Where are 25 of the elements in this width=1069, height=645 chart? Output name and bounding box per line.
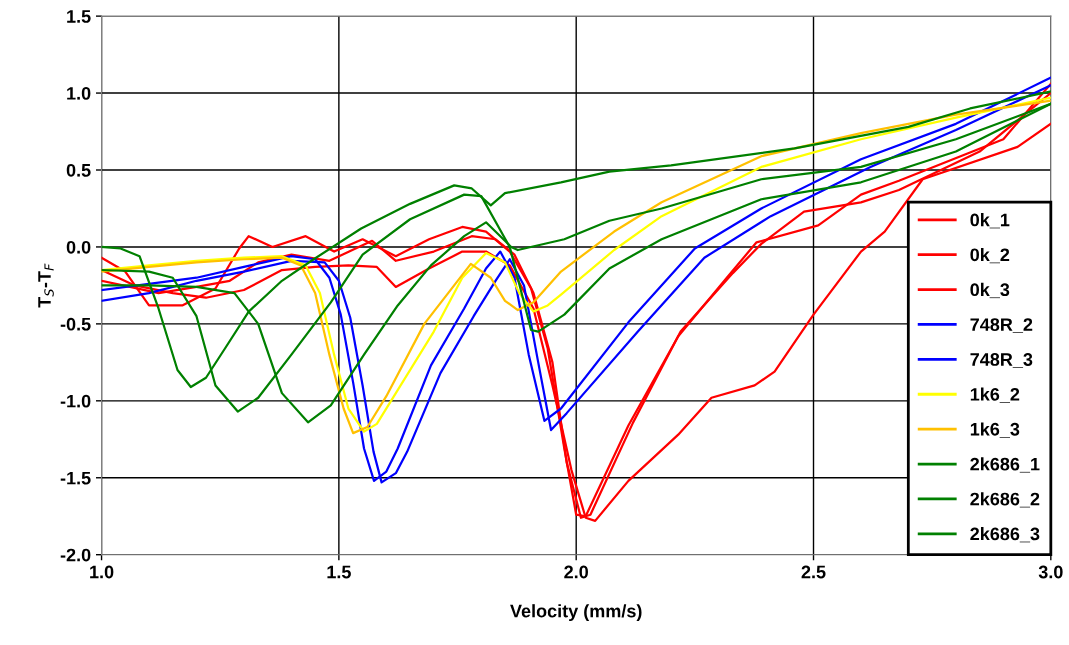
legend-label: 748R_3 — [970, 353, 1033, 368]
y-tick-label: -1.0 — [60, 394, 91, 408]
y-tick-label: -2.0 — [60, 548, 91, 562]
y-tick-label: -1.5 — [60, 471, 91, 485]
x-axis-title: Velocity (mm/s) — [510, 604, 642, 621]
x-tick-label: 2.5 — [801, 565, 826, 579]
legend-label: 2k686_2 — [970, 492, 1040, 508]
x-tick-label: 1.0 — [90, 565, 114, 579]
x-tick-label: 1.5 — [327, 565, 351, 579]
y-tick-label: 0.0 — [66, 240, 91, 254]
y-tick-label: 0.5 — [66, 163, 91, 177]
y-tick-label: 1.5 — [67, 10, 91, 23]
legend-label: 0k_2 — [970, 247, 1010, 264]
legend-label: 1k6_2 — [970, 387, 1020, 403]
legend-label: 2k686_3 — [970, 527, 1040, 543]
y-tick-label: 1.0 — [67, 87, 91, 100]
legend-label: 748R_2 — [970, 318, 1033, 333]
y-axis-title: T$_{S}$-T$_{F}$ — [38, 263, 54, 308]
legend-label: 0k_3 — [970, 282, 1010, 299]
x-tick-label: 2.0 — [564, 565, 588, 579]
legend-label: 0k_1 — [970, 213, 1010, 229]
x-tick-label: 3.0 — [1038, 565, 1063, 579]
legend-label: 1k6_3 — [970, 422, 1020, 438]
y-tick-label: -0.5 — [60, 317, 91, 331]
legend-label: 2k686_1 — [970, 457, 1040, 473]
